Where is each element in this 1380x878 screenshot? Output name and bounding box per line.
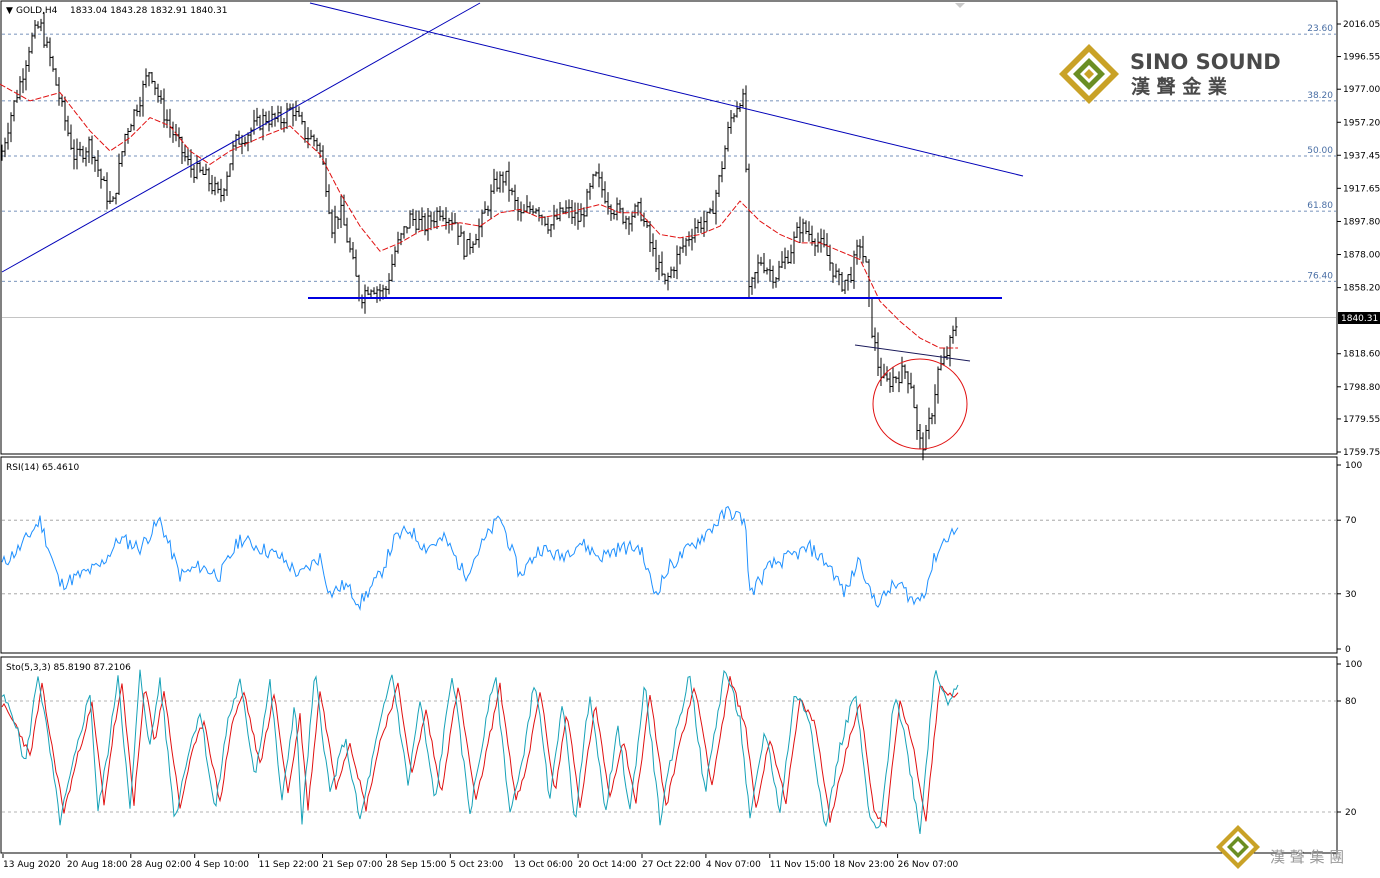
neckline[interactable] (854, 344, 971, 362)
descending-trendline[interactable] (309, 2, 1024, 177)
price-axis: 2016.05 1996.55 1977.00 1957.20 1937.45 1917.… (1337, 20, 1380, 458)
panel-collapse-icon[interactable]: ▼ (6, 6, 13, 16)
fib-level-label: 76.40 (1307, 271, 1333, 281)
group-logo: 漢 聲 集 團 (1216, 825, 1344, 869)
sino-sound-logo: SINO SOUND 漢 聲 金 業 (1059, 44, 1281, 104)
ascending-trendline[interactable] (1, 2, 481, 273)
time-tick-label: 28 Aug 02:00 (131, 860, 192, 870)
rsi-panel-frame (0, 456, 1338, 654)
time-tick-label: 5 Oct 23:00 (450, 860, 503, 870)
price-tick-label: 1818.60 (1343, 350, 1380, 360)
time-tick-label: 21 Sep 07:00 (323, 860, 383, 870)
fibonacci-levels: 23.60 38.20 50.00 61.80 76.40 (2, 24, 1336, 318)
fib-level-label: 23.60 (1307, 24, 1333, 34)
brand-name-en: SINO SOUND (1130, 50, 1281, 74)
rsi-tick-label: 70 (1345, 516, 1357, 526)
moving-average (0, 83, 958, 349)
current-price-tag (1338, 312, 1380, 324)
chart-shift-marker-icon[interactable] (955, 3, 965, 8)
brand-name-zh: 漢 聲 金 業 (1131, 75, 1228, 98)
rsi-tick-label: 0 (1345, 645, 1351, 655)
time-tick-label: 4 Nov 07:00 (706, 860, 761, 870)
time-tick-label: 27 Oct 22:00 (642, 860, 701, 870)
price-tick-label: 1759.75 (1343, 448, 1380, 458)
fib-level-label: 61.80 (1307, 201, 1333, 211)
price-tick-label: 1798.80 (1343, 383, 1380, 393)
group-name-zh: 漢 聲 集 團 (1270, 848, 1344, 866)
rsi-label: RSI(14) 65.4610 (6, 463, 79, 473)
time-tick-label: 28 Sep 15:00 (386, 860, 446, 870)
fib-level-label: 50.00 (1307, 146, 1333, 156)
time-tick-label: 26 Nov 07:00 (898, 860, 959, 870)
stochastic-indicator: 100 80 20 (1, 660, 1362, 834)
time-tick-label: 18 Nov 23:00 (834, 860, 895, 870)
price-tick-label: 1917.65 (1343, 184, 1380, 194)
stochastic-signal-line (1, 676, 959, 828)
price-tick-label: 1897.80 (1343, 217, 1380, 227)
time-tick-label: 4 Sep 10:00 (195, 860, 250, 870)
time-tick-label: 20 Oct 14:00 (578, 860, 637, 870)
rsi-indicator: 100 70 30 0 (1, 461, 1362, 655)
price-tick-label: 1858.20 (1343, 284, 1380, 294)
ohlc-values: 1833.04 1843.28 1832.91 1840.31 (70, 6, 227, 16)
rsi-line (1, 505, 959, 611)
stochastic-panel-frame (0, 656, 1338, 854)
time-tick-label: 11 Sep 22:00 (259, 860, 319, 870)
trendlines[interactable] (1, 2, 1024, 362)
price-tick-label: 1779.55 (1343, 415, 1380, 425)
price-tick-label: 1878.00 (1343, 251, 1380, 261)
price-tick-label: 1996.55 (1343, 53, 1380, 63)
price-tick-label: 2016.05 (1343, 20, 1380, 30)
time-tick-label: 20 Aug 18:00 (67, 860, 128, 870)
time-tick-label: 11 Nov 15:00 (770, 860, 831, 870)
price-tick-label: 1977.00 (1343, 85, 1380, 95)
rsi-tick-label: 100 (1345, 461, 1362, 471)
time-tick-label: 13 Oct 06:00 (514, 860, 573, 870)
price-tick-label: 1937.45 (1343, 151, 1380, 161)
stochastic-main-line (1, 669, 959, 834)
time-axis: 13 Aug 2020 20 Aug 18:00 28 Aug 02:00 4 Sep… (2, 854, 959, 870)
sto-tick-label: 20 (1345, 808, 1357, 818)
time-tick-label: 13 Aug 2020 (3, 860, 61, 870)
sto-tick-label: 80 (1345, 697, 1357, 707)
price-bars (0, 12, 958, 461)
symbol-label: GOLD,H4 (16, 6, 58, 16)
rsi-tick-label: 30 (1345, 590, 1357, 600)
price-tick-label: 1957.20 (1343, 118, 1380, 128)
fib-level-label: 38.20 (1307, 91, 1333, 101)
ma-line (0, 83, 958, 349)
price-panel-frame (0, 0, 1338, 455)
current-price-value: 1840.31 (1341, 314, 1378, 324)
stochastic-label: Sto(5,3,3) 85.8190 87.2106 (6, 663, 131, 673)
sto-tick-label: 100 (1345, 660, 1362, 670)
reversal-highlight-circle (872, 358, 968, 450)
